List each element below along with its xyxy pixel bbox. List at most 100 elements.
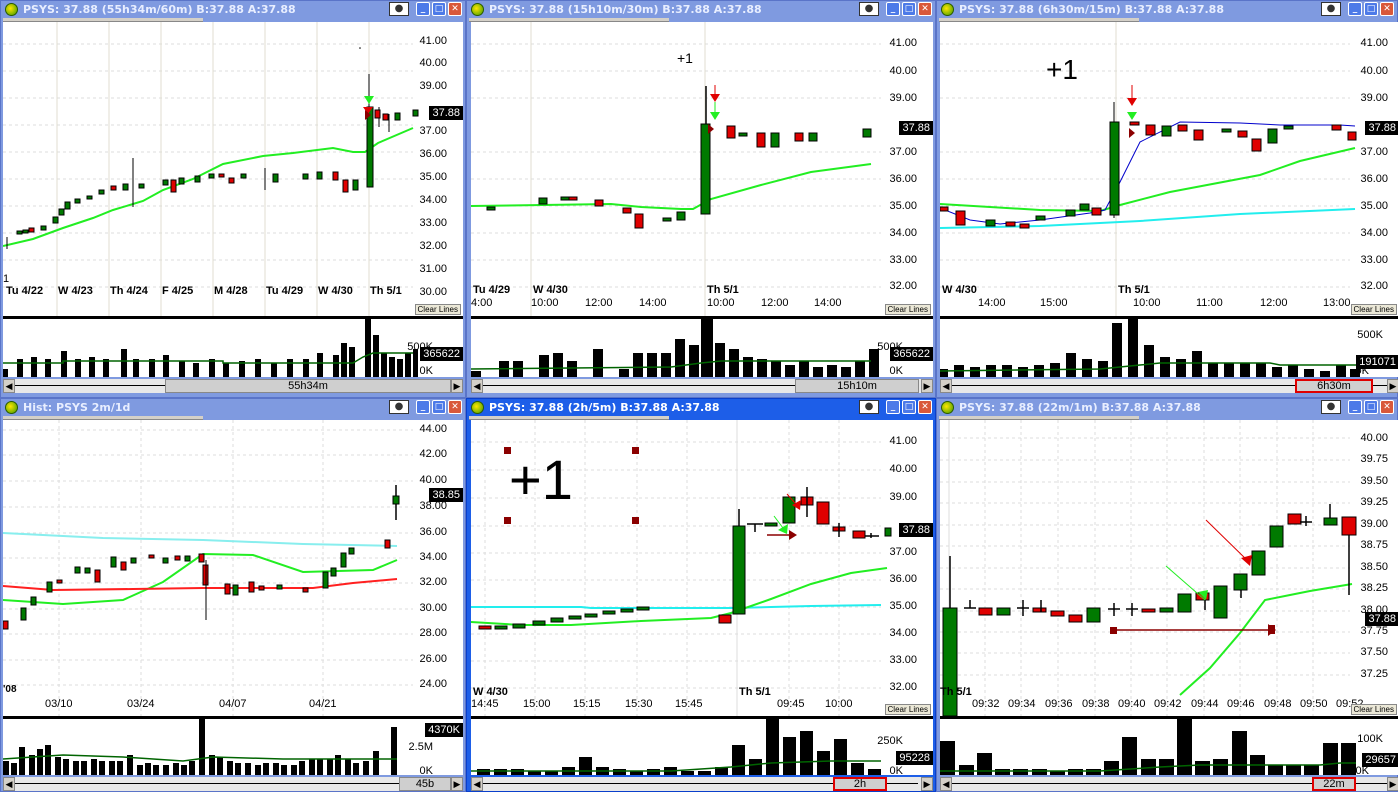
close-button[interactable]: ✕ <box>448 400 462 414</box>
minimize-button[interactable]: _ <box>416 400 430 414</box>
pane-divider[interactable] <box>3 316 463 319</box>
chart-toolbar[interactable] <box>939 18 1139 22</box>
window-titlebar[interactable]: Hist: PSYS 2m/1d ● _ □ ✕ <box>1 399 465 416</box>
close-button[interactable]: ✕ <box>918 2 932 16</box>
price-chart[interactable]: 44.00 42.00 40.00 38.00 36.00 34.00 32.0… <box>3 420 463 716</box>
window-title: PSYS: 37.88 (15h10m/30m) B:37.88 A:37.88 <box>489 3 762 16</box>
scroll-right-button[interactable]: ▶ <box>451 777 463 791</box>
clear-lines-button[interactable]: Clear Lines <box>1350 304 1397 315</box>
maximize-button[interactable]: □ <box>1364 2 1378 16</box>
scroll-thumb[interactable]: 6h30m <box>1295 379 1373 393</box>
y-tick: 34.00 <box>889 227 917 239</box>
chart-window-2h[interactable]: PSYS: 37.88 (2h/5m) B:37.88 A:37.88 ● _ … <box>466 398 936 792</box>
minimize-button[interactable]: _ <box>416 2 430 16</box>
scroll-thumb[interactable]: 55h34m <box>165 379 451 393</box>
x-tick: 09:32 <box>972 698 1000 710</box>
minimize-button[interactable]: _ <box>1348 2 1362 16</box>
scroll-left-button[interactable]: ◀ <box>3 777 15 791</box>
maximize-button[interactable]: □ <box>902 2 916 16</box>
scroll-right-button[interactable]: ▶ <box>1387 777 1398 791</box>
scroll-thumb[interactable]: 45b <box>399 777 451 791</box>
x-tick: 04/07 <box>219 698 247 710</box>
minimize-button[interactable]: _ <box>886 2 900 16</box>
pane-divider[interactable] <box>940 716 1398 719</box>
scroll-right-button[interactable]: ▶ <box>451 379 463 393</box>
pane-divider[interactable] <box>471 316 933 319</box>
price-chart[interactable]: +1 41.00 40.00 39.00 37.00 36.00 35.00 3… <box>471 420 933 716</box>
scroll-right-button[interactable]: ▶ <box>921 777 933 791</box>
pin-icon[interactable]: ● <box>1321 2 1341 16</box>
clear-lines-button[interactable]: Clear Lines <box>884 704 931 715</box>
pin-icon[interactable]: ● <box>389 400 409 414</box>
time-scrollbar[interactable]: ◀ 45b ▶ <box>3 777 463 791</box>
window-titlebar[interactable]: PSYS: 37.88 (2h/5m) B:37.88 A:37.88 ● _ … <box>467 399 935 416</box>
window-titlebar[interactable]: PSYS: 37.88 (55h34m/60m) B:37.88 A:37.88… <box>1 1 465 18</box>
clear-lines-button[interactable]: Clear Lines <box>1350 704 1397 715</box>
chart-toolbar[interactable] <box>3 18 203 22</box>
y-tick: 38.00 <box>419 500 447 512</box>
minimize-button[interactable]: _ <box>886 400 900 414</box>
x-date: Th 5/1 <box>739 686 771 698</box>
time-scrollbar[interactable]: ◀ 55h34m ▶ <box>3 379 463 393</box>
scroll-left-button[interactable]: ◀ <box>940 379 952 393</box>
chart-toolbar[interactable] <box>469 18 669 22</box>
y-tick: 39.00 <box>889 491 917 503</box>
window-titlebar[interactable]: PSYS: 37.88 (6h30m/15m) B:37.88 A:37.88 … <box>937 1 1397 18</box>
scroll-thumb[interactable]: 15h10m <box>795 379 919 393</box>
pane-divider[interactable] <box>471 716 933 719</box>
volume-chart: 500K 0K 191071 <box>940 319 1398 377</box>
price-chart[interactable]: +1 41.00 40.00 39.00 37.00 36.00 35.00 3… <box>471 22 933 316</box>
x-tick: 10:00 <box>707 297 735 309</box>
pin-icon[interactable]: ● <box>389 2 409 16</box>
close-button[interactable]: ✕ <box>918 400 932 414</box>
chart-window-6h30m[interactable]: PSYS: 37.88 (6h30m/15m) B:37.88 A:37.88 … <box>936 0 1398 398</box>
maximize-button[interactable]: □ <box>1364 400 1378 414</box>
chart-window-hist[interactable]: Hist: PSYS 2m/1d ● _ □ ✕ 44.00 42.00 40.… <box>0 398 466 792</box>
pin-icon[interactable]: ● <box>859 2 879 16</box>
scroll-left-button[interactable]: ◀ <box>3 379 15 393</box>
scroll-left-button[interactable]: ◀ <box>471 379 483 393</box>
app-icon <box>471 3 484 16</box>
clear-lines-button[interactable]: Clear Lines <box>884 304 931 315</box>
x-tick: 09:48 <box>1264 698 1292 710</box>
maximize-button[interactable]: □ <box>432 400 446 414</box>
pin-icon[interactable]: ● <box>1321 400 1341 414</box>
scroll-left-button[interactable]: ◀ <box>471 777 483 791</box>
price-chart[interactable]: 40.00 39.75 39.50 39.25 39.00 38.75 38.5… <box>940 420 1398 716</box>
pin-icon[interactable]: ● <box>859 400 879 414</box>
scroll-right-button[interactable]: ▶ <box>921 379 933 393</box>
close-button[interactable]: ✕ <box>1380 2 1394 16</box>
position-annotation: +1 <box>677 50 693 66</box>
scroll-left-button[interactable]: ◀ <box>940 777 952 791</box>
chart-toolbar[interactable] <box>469 416 669 420</box>
app-icon <box>471 401 484 414</box>
pane-divider[interactable] <box>940 316 1398 319</box>
window-titlebar[interactable]: PSYS: 37.88 (15h10m/30m) B:37.88 A:37.88… <box>467 1 935 18</box>
window-titlebar[interactable]: PSYS: 37.88 (22m/1m) B:37.88 A:37.88 ● _… <box>937 399 1397 416</box>
chart-window-22m[interactable]: PSYS: 37.88 (22m/1m) B:37.88 A:37.88 ● _… <box>936 398 1398 792</box>
close-button[interactable]: ✕ <box>1380 400 1394 414</box>
time-scrollbar[interactable]: ◀ 2h ▶ <box>471 777 933 791</box>
maximize-button[interactable]: □ <box>902 400 916 414</box>
chart-window-15h10m[interactable]: PSYS: 37.88 (15h10m/30m) B:37.88 A:37.88… <box>466 0 936 398</box>
time-scrollbar[interactable]: ◀ 6h30m ▶ <box>940 379 1398 393</box>
scroll-thumb[interactable]: 22m <box>1312 777 1356 791</box>
scroll-right-button[interactable]: ▶ <box>1387 379 1398 393</box>
x-date: Tu 4/29 <box>473 284 511 296</box>
price-chart[interactable]: +1 41.00 40.00 39.00 37.00 36.00 35.00 3… <box>940 22 1398 316</box>
price-chart[interactable]: 41.00 40.00 39.00 37.00 36.00 35.00 34.0… <box>3 22 463 316</box>
x-tick: Th 5/1 <box>370 285 402 297</box>
y-tick: 34.00 <box>419 194 447 206</box>
pane-divider[interactable] <box>3 716 463 719</box>
time-scrollbar[interactable]: ◀ 15h10m ▶ <box>471 379 933 393</box>
minimize-button[interactable]: _ <box>1348 400 1362 414</box>
chart-window-55h34m[interactable]: PSYS: 37.88 (55h34m/60m) B:37.88 A:37.88… <box>0 0 466 398</box>
last-price-label: 37.88 <box>899 523 933 537</box>
scroll-thumb[interactable]: 2h <box>833 777 887 791</box>
chart-toolbar[interactable] <box>939 416 1139 420</box>
maximize-button[interactable]: □ <box>432 2 446 16</box>
time-scrollbar[interactable]: ◀ 22m ▶ <box>940 777 1398 791</box>
chart-toolbar[interactable] <box>3 416 203 420</box>
close-button[interactable]: ✕ <box>448 2 462 16</box>
clear-lines-button[interactable]: Clear Lines <box>414 304 461 315</box>
